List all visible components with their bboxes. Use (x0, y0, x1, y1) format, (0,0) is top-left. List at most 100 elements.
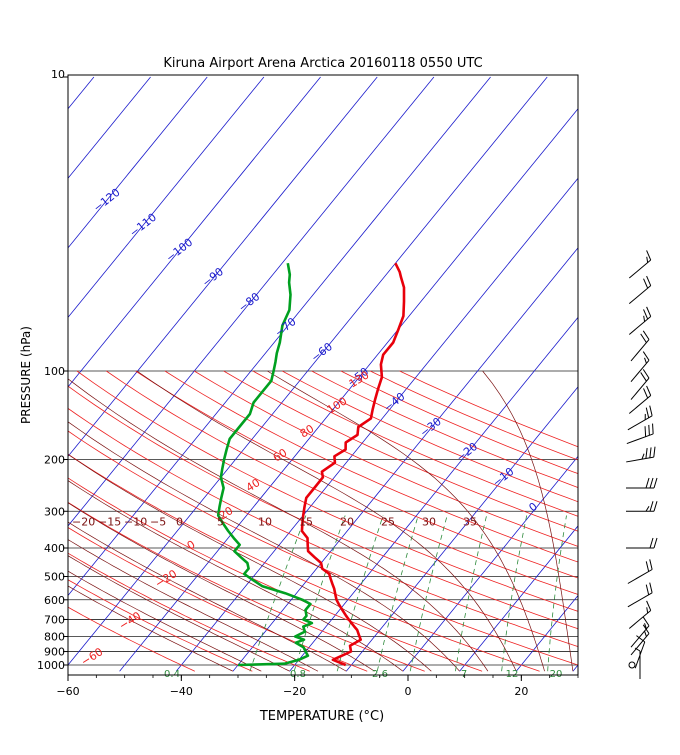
y-tick-label: 600 (44, 594, 65, 607)
y-tick-label: 300 (44, 505, 65, 518)
moist-adiabat-line (482, 370, 574, 672)
moist-adiabat-label: 20 (340, 515, 354, 528)
wind-barb (626, 477, 658, 489)
moist-adiabat-line (68, 453, 432, 672)
moist-adiabat-line (68, 378, 489, 672)
dry-adiabat-label: 40 (244, 476, 263, 494)
moist-adiabat-line (68, 539, 319, 672)
moist-adiabat-line (267, 370, 545, 672)
dry-adiabat-label: 20 (217, 504, 236, 522)
moist-adiabat-line (68, 555, 290, 672)
moist-adiabat-label: 15 (299, 515, 313, 528)
mixing-ratio-line (376, 515, 419, 672)
wind-barb (626, 537, 658, 549)
wind-barb (630, 369, 650, 400)
dew-point-series-line (216, 262, 314, 667)
isotherm-line (68, 76, 491, 597)
moist-adiabat-line (68, 570, 262, 672)
moist-adiabat-label: 5 (217, 515, 224, 528)
moist-adiabat-label: 0 (176, 515, 183, 528)
dry-adiabat-line (68, 552, 310, 672)
dry-adiabat-line (68, 501, 425, 672)
dry-adiabat-line (68, 527, 368, 672)
y-tick-label: 10 (51, 68, 65, 81)
moist-adiabat-line (68, 502, 375, 672)
moist-adiabat-label: 10 (258, 515, 272, 528)
x-tick-label: −20 (283, 685, 306, 698)
mixing-ratio-line (336, 515, 384, 672)
moist-adiabat-label: 35 (463, 515, 477, 528)
mixing-ratio-line (547, 515, 567, 672)
dry-adiabat-line (282, 370, 578, 503)
dry-adiabat-line (193, 370, 578, 547)
mixing-ratio-line (501, 515, 528, 672)
y-tick-label: 100 (44, 365, 65, 378)
y-tick-label: 400 (44, 542, 65, 555)
isotherm-line (68, 76, 548, 666)
mixing-ratio-line (455, 515, 487, 672)
y-tick-label: 700 (44, 613, 65, 626)
moist-adiabat-line (68, 521, 347, 672)
chart-title: Kiruna Airport Arena Arctica 20160118 05… (163, 56, 482, 71)
isotherm-line (68, 76, 265, 318)
dry-adiabat-line (68, 385, 578, 630)
moist-adiabat-line (136, 370, 517, 672)
dry-adiabat-line (135, 370, 578, 579)
dry-adiabat-line (68, 606, 195, 672)
wind-barb (630, 330, 650, 362)
isotherm-line (459, 525, 578, 672)
y-tick-label: 1000 (37, 659, 65, 672)
isotherm-line (232, 247, 578, 672)
isotherm-line (68, 76, 435, 527)
y-tick-label: 200 (44, 454, 65, 467)
x-tick-label: −60 (56, 685, 79, 698)
isotherm-line (402, 455, 578, 672)
dry-adiabat-line (164, 370, 578, 563)
wind-barb (628, 306, 652, 335)
x-tick-label: 0 (405, 685, 412, 698)
isotherm-line (68, 76, 151, 179)
isotherm-line (289, 316, 578, 672)
y-tick-label: 500 (44, 570, 65, 583)
dry-adiabat-line (68, 579, 253, 672)
mixing-ratio-line (293, 515, 346, 672)
wind-barb (627, 405, 653, 431)
wind-barb (626, 501, 658, 512)
wind-barb-calm (628, 661, 636, 669)
y-tick-label: 800 (44, 631, 65, 644)
wind-barb (626, 423, 654, 445)
isotherm-line (68, 76, 321, 388)
isotherm-line (175, 177, 578, 672)
wind-barb (626, 446, 656, 463)
moist-adiabat-line (68, 421, 460, 672)
isotherm-line (68, 76, 208, 249)
temperature-series-line (300, 262, 406, 667)
moist-adiabat-label: 25 (381, 515, 395, 528)
wind-barb (628, 600, 652, 629)
moist-adiabat-label: −5 (150, 515, 166, 528)
mixing-ratio-line (409, 515, 448, 672)
moist-adiabat-label: −15 (98, 515, 121, 528)
wind-barb (628, 275, 652, 305)
y-tick-label: 900 (44, 646, 65, 659)
dry-adiabat-line (76, 370, 578, 612)
wind-barb (630, 616, 650, 648)
moist-adiabat-line (68, 480, 404, 672)
mixing-ratio-line (249, 515, 307, 672)
moist-adiabat-label: −10 (124, 515, 147, 528)
moist-adiabat-label: 30 (422, 515, 436, 528)
dry-adiabat-line (68, 430, 578, 666)
dry-adiabat-line (68, 407, 578, 647)
dry-adiabat-line (223, 370, 578, 532)
dry-adiabat-label: 60 (271, 446, 290, 464)
x-axis-label: TEMPERATURE (°C) (259, 709, 384, 724)
isotherm-line (119, 108, 578, 672)
dry-adiabat-line (252, 370, 578, 517)
wind-barb (630, 351, 650, 383)
wind-barb (628, 385, 652, 414)
x-tick-label: −40 (170, 685, 193, 698)
isotherm-line (345, 386, 578, 672)
isotherm-line (68, 76, 378, 458)
moist-adiabat-line (68, 585, 234, 672)
wind-barb (628, 250, 652, 279)
